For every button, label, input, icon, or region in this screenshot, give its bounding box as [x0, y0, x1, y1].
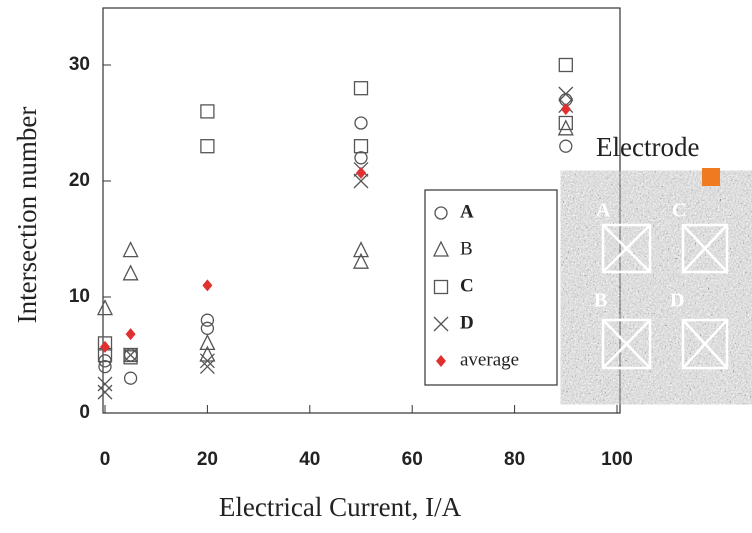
electrode-marker — [702, 168, 720, 186]
x-tick-label: 80 — [504, 449, 525, 470]
marker-diamond — [436, 355, 446, 367]
marker-x — [433, 316, 449, 332]
marker-diamond — [100, 340, 110, 353]
marker-circle — [434, 206, 448, 220]
marker-circle — [354, 151, 368, 165]
marker-x — [558, 86, 574, 102]
x-tick-label: 0 — [100, 449, 111, 470]
marker-square — [558, 115, 573, 131]
x-axis-label: Electrical Current, I/A — [219, 492, 462, 522]
inset-label: A — [596, 200, 611, 222]
marker-x — [353, 173, 369, 189]
marker-triangle — [352, 241, 370, 258]
marker-triangle — [352, 252, 370, 269]
marker-circle — [98, 359, 112, 374]
inset-title: Electrode — [596, 132, 699, 162]
marker-square — [200, 139, 215, 154]
marker-diamond — [125, 328, 136, 341]
marker-x — [97, 376, 113, 392]
marker-circle — [200, 321, 215, 335]
marker-triangle — [557, 119, 574, 136]
photo — [578, 190, 750, 385]
legend-label: C — [460, 275, 474, 296]
marker-diamond — [560, 103, 571, 116]
x-tick-label: 40 — [299, 449, 320, 470]
legend-label: A — [460, 201, 474, 222]
marker-square — [558, 57, 573, 73]
marker-triangle — [122, 241, 139, 258]
y-tick-label: 10 — [69, 286, 90, 307]
marker-circle — [559, 139, 573, 153]
marker-triangle — [432, 240, 450, 257]
marker-diamond — [202, 279, 213, 292]
marker-square — [200, 104, 215, 119]
y-tick-label: 0 — [79, 402, 90, 423]
y-tick-label: 30 — [69, 54, 90, 75]
marker-square — [353, 81, 369, 96]
measure-boxes — [601, 223, 729, 370]
marker-diamond — [356, 166, 366, 179]
marker-x — [199, 359, 215, 375]
inset-label: C — [672, 200, 686, 222]
marker-square — [353, 139, 369, 154]
legend-label: average — [460, 349, 519, 370]
marker-triangle — [199, 333, 216, 351]
marker-x — [199, 353, 215, 369]
marker-square — [433, 279, 449, 295]
marker-circle — [123, 371, 138, 385]
inset-label: D — [670, 290, 684, 312]
marker-x — [97, 384, 113, 400]
marker-circle — [200, 313, 215, 327]
inset-image: Electrode A C B D — [578, 132, 750, 385]
marker-square — [123, 350, 138, 365]
y-axis-label: Intersection number — [12, 107, 42, 324]
x-tick-label: 60 — [402, 449, 423, 470]
legend-label: B — [460, 238, 473, 259]
marker-triangle — [96, 299, 114, 316]
inset-label: B — [594, 290, 607, 312]
marker-x — [123, 347, 139, 363]
marker-triangle — [122, 264, 139, 281]
marker-circle — [354, 116, 368, 130]
x-tick-label: 100 — [601, 449, 633, 470]
legend-label: D — [460, 312, 474, 333]
x-tick-label: 20 — [197, 449, 218, 470]
y-tick-label: 20 — [69, 170, 90, 191]
